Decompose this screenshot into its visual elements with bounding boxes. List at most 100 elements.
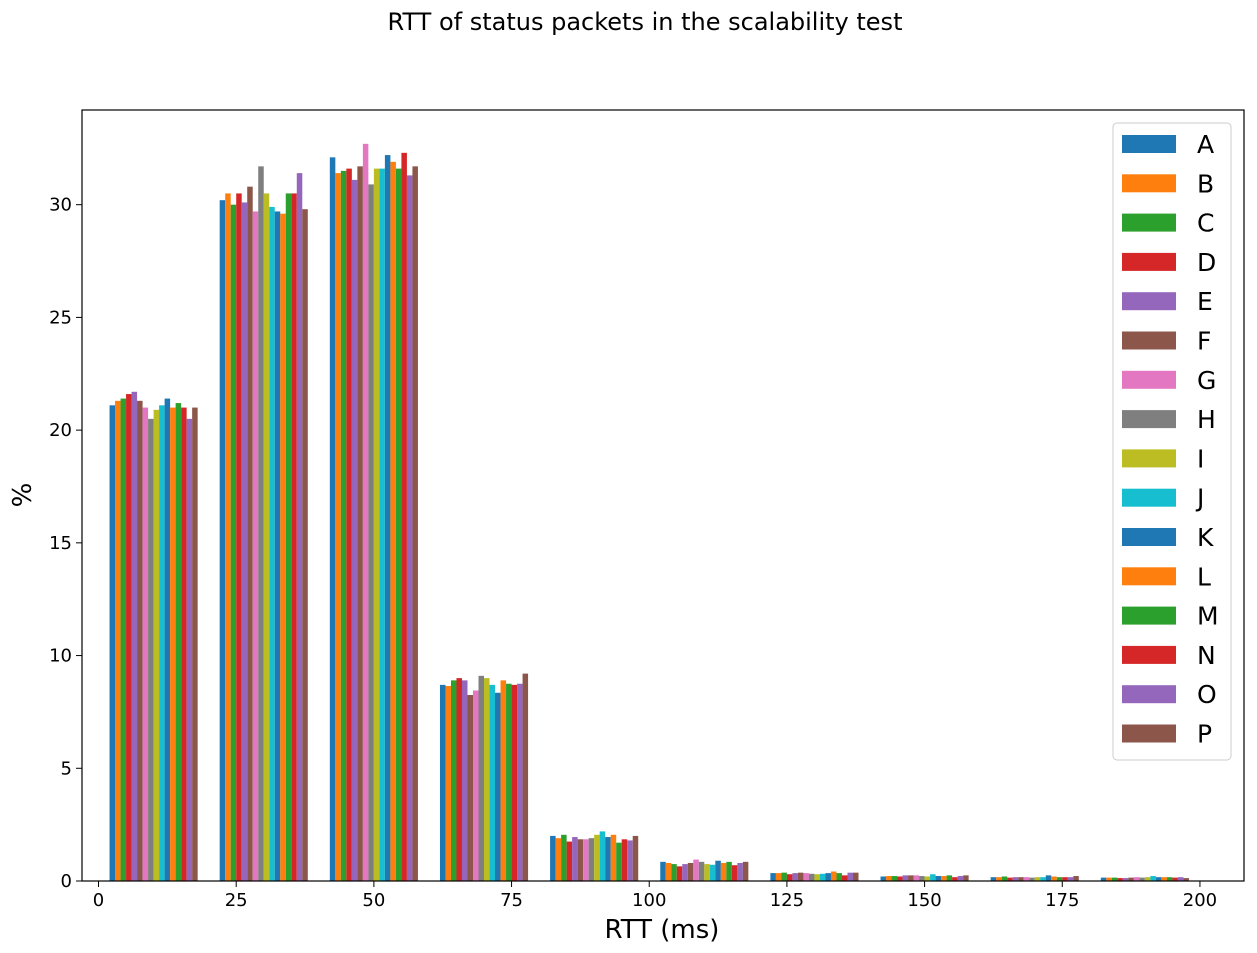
- legend-label-D: D: [1197, 248, 1216, 277]
- bar-L-bin-4: [610, 834, 617, 881]
- x-tick-label: 25: [225, 890, 248, 911]
- bar-F-bin-2: [357, 166, 363, 882]
- bar-A-bin-8: [990, 877, 997, 881]
- bar-H-bin-0: [148, 418, 154, 881]
- bar-N-bin-6: [841, 875, 848, 881]
- legend-label-E: E: [1197, 287, 1213, 316]
- y-axis-ticks: 0 5 10 15 20 25 30: [49, 195, 82, 892]
- bar-N-bin-1: [291, 193, 297, 881]
- bar-H-bin-8: [1029, 877, 1035, 881]
- plot-frame: [81, 109, 1245, 882]
- bar-P-bin-5: [742, 861, 749, 881]
- y-tick-label: 30: [49, 195, 72, 216]
- bar-B-bin-6: [775, 873, 782, 881]
- bar-P-bin-1: [302, 209, 308, 881]
- bar-A-bin-1: [219, 200, 226, 881]
- bar-C-bin-1: [230, 204, 237, 881]
- bar-B-bin-9: [1106, 877, 1112, 881]
- bar-J-bin-3: [489, 684, 496, 881]
- bar-D-bin-6: [786, 874, 793, 881]
- bar-E-bin-1: [241, 202, 248, 881]
- y-tick-label: 5: [61, 758, 72, 779]
- bar-L-bin-0: [170, 407, 176, 881]
- bar-C-bin-8: [1001, 876, 1008, 881]
- bar-D-bin-2: [346, 168, 352, 882]
- legend-swatch-L: [1122, 567, 1176, 586]
- legend-swatch-P: [1122, 724, 1176, 743]
- bar-M-bin-3: [506, 683, 512, 881]
- bar-B-bin-8: [996, 877, 1002, 881]
- bar-A-bin-4: [550, 835, 556, 881]
- bar-E-bin-6: [792, 873, 798, 881]
- bar-F-bin-8: [1018, 877, 1024, 881]
- legend-swatch-A: [1122, 135, 1176, 153]
- bar-I-bin-4: [594, 834, 600, 881]
- bar-J-bin-0: [159, 405, 165, 881]
- bar-P-bin-7: [963, 875, 969, 881]
- bar-G-bin-7: [913, 875, 920, 881]
- bar-O-bin-8: [1067, 877, 1074, 881]
- legend-swatch-F: [1122, 331, 1176, 350]
- bar-C-bin-7: [891, 876, 898, 881]
- bar-H-bin-9: [1139, 877, 1145, 881]
- bar-M-bin-4: [616, 842, 622, 881]
- x-tick-label: 125: [770, 890, 804, 911]
- bar-G-bin-6: [803, 873, 809, 881]
- chart-title: RTT of status packets in the scalability…: [388, 8, 903, 36]
- x-tick-label: 150: [907, 890, 941, 911]
- bar-B-bin-1: [225, 193, 231, 881]
- bar-B-bin-3: [445, 686, 451, 881]
- legend-label-A: A: [1197, 130, 1214, 159]
- bar-E-bin-2: [351, 179, 358, 881]
- bar-O-bin-1: [296, 173, 303, 881]
- legend-swatch-J: [1122, 488, 1176, 507]
- bar-N-bin-8: [1062, 877, 1068, 881]
- bar-H-bin-7: [919, 876, 925, 881]
- bar-A-bin-3: [439, 684, 446, 881]
- bar-H-bin-3: [478, 675, 485, 881]
- bar-L-bin-6: [830, 871, 837, 881]
- bar-E-bin-8: [1012, 877, 1019, 881]
- legend-swatch-G: [1122, 370, 1176, 389]
- bar-E-bin-7: [902, 875, 909, 881]
- bar-G-bin-0: [142, 407, 149, 881]
- y-tick-label: 25: [49, 307, 72, 328]
- bar-B-bin-4: [555, 838, 562, 881]
- bar-J-bin-8: [1040, 877, 1046, 881]
- bar-O-bin-5: [737, 862, 743, 881]
- bar-I-bin-5: [704, 864, 710, 881]
- legend-swatch-K: [1122, 528, 1176, 546]
- bar-K-bin-9: [1155, 877, 1162, 881]
- bar-C-bin-9: [1111, 877, 1118, 881]
- bar-F-bin-4: [577, 839, 584, 881]
- bar-N-bin-4: [621, 839, 628, 881]
- bar-K-bin-1: [274, 211, 281, 881]
- x-tick-label: 0: [93, 890, 104, 911]
- bar-K-bin-0: [164, 398, 171, 881]
- bar-C-bin-0: [120, 398, 127, 881]
- bar-L-bin-1: [280, 213, 286, 881]
- legend-label-G: G: [1197, 366, 1216, 395]
- bar-H-bin-4: [588, 838, 595, 881]
- bar-F-bin-5: [687, 862, 694, 881]
- bar-P-bin-3: [522, 673, 529, 881]
- legend-swatch-D: [1122, 252, 1176, 271]
- bar-B-bin-2: [335, 173, 341, 881]
- bar-A-bin-5: [660, 861, 666, 881]
- y-tick-label: 15: [49, 533, 72, 554]
- bar-C-bin-2: [340, 170, 347, 881]
- bar-I-bin-1: [263, 193, 270, 881]
- y-tick-label: 10: [49, 646, 72, 667]
- legend-label-H: H: [1197, 405, 1216, 434]
- bar-P-bin-0: [192, 407, 198, 881]
- legend-swatch-I: [1122, 449, 1176, 468]
- bar-A-bin-6: [770, 873, 776, 881]
- bar-O-bin-4: [627, 840, 633, 881]
- bar-K-bin-8: [1045, 875, 1052, 881]
- bar-J-bin-2: [379, 168, 385, 882]
- bar-L-bin-7: [941, 876, 947, 881]
- bar-M-bin-2: [395, 168, 402, 882]
